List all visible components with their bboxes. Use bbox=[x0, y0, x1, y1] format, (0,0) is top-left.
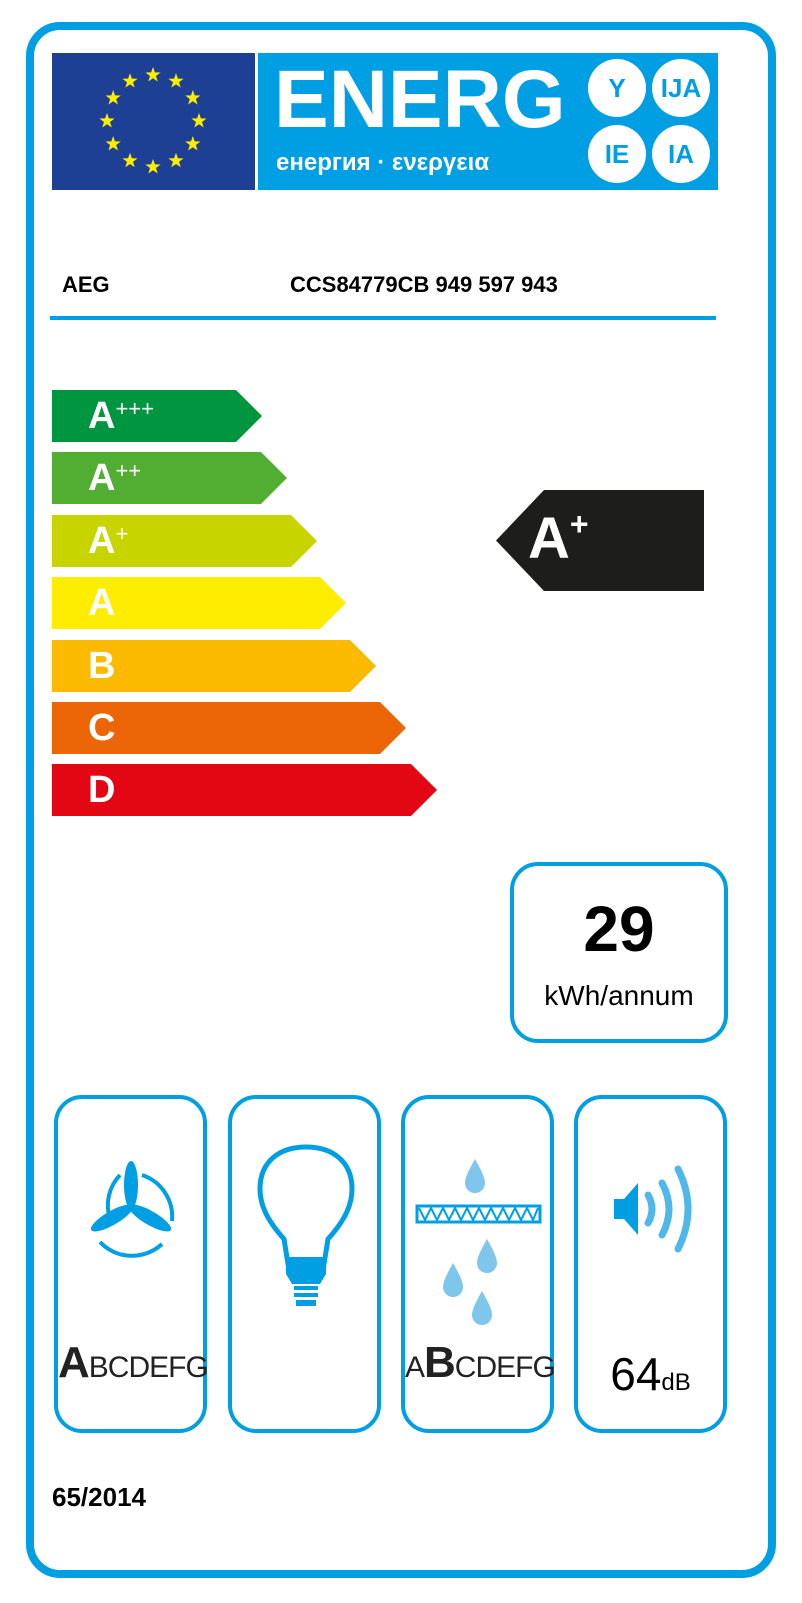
grease-filter-class: ABCDEFG bbox=[405, 1338, 556, 1387]
star-icon bbox=[145, 67, 161, 82]
logo-main: ENERG bbox=[274, 54, 566, 145]
scale-bar: C bbox=[52, 702, 406, 754]
grease-filter-box: ABCDEFG bbox=[401, 1095, 556, 1433]
divider bbox=[50, 316, 716, 320]
star-icon bbox=[99, 113, 115, 128]
star-icon bbox=[168, 73, 184, 88]
lighting-box bbox=[228, 1095, 381, 1433]
scale-bar: B bbox=[52, 639, 376, 692]
grease-filter-icon bbox=[415, 1159, 542, 1325]
logo-sub: енергия · ενεργεια bbox=[276, 149, 490, 176]
language-badge: Y bbox=[588, 59, 646, 117]
fluid-dynamic-box: ABCDEFG bbox=[54, 1095, 209, 1433]
scale-bar: A+ bbox=[52, 514, 317, 567]
star-icon bbox=[105, 90, 121, 105]
language-badge: IJA bbox=[652, 59, 710, 117]
scale-bar-label: A bbox=[88, 582, 116, 625]
label-frame bbox=[26, 22, 776, 1578]
star-icon bbox=[168, 152, 184, 168]
scale-bar: A+++ bbox=[52, 390, 262, 442]
star-icon bbox=[145, 159, 161, 174]
language-badge: IE bbox=[588, 125, 646, 183]
rating-arrow: A+ bbox=[496, 490, 704, 591]
model-id: CCS84779CB 949 597 943 bbox=[290, 272, 558, 297]
fan-icon bbox=[90, 1161, 175, 1258]
star-icon bbox=[185, 136, 201, 151]
eu-flag bbox=[52, 53, 255, 190]
rating-label: A+ bbox=[528, 506, 589, 571]
consumption-box: 29 kWh/annum bbox=[510, 862, 728, 1043]
star-icon bbox=[185, 90, 201, 105]
fluid-dynamic-class: ABCDEFG bbox=[58, 1338, 209, 1387]
regulation-number: 65/2014 bbox=[52, 1482, 146, 1512]
star-icon bbox=[191, 113, 207, 128]
scale-bar-label: A+++ bbox=[88, 395, 154, 437]
consumption-value: 29 bbox=[583, 893, 655, 965]
consumption-unit: kWh/annum bbox=[544, 980, 694, 1011]
scale-bar-label: C bbox=[88, 707, 116, 749]
scale-bar-label: A++ bbox=[88, 457, 142, 500]
scale-bar: A bbox=[52, 577, 346, 630]
scale-bar-label: B bbox=[88, 644, 116, 687]
scale-bar-label: D bbox=[88, 769, 116, 812]
eu-stars-icon bbox=[99, 67, 207, 174]
star-icon bbox=[105, 136, 121, 151]
star-icon bbox=[122, 73, 138, 88]
star-icon bbox=[122, 152, 138, 168]
scale-bar: D bbox=[52, 764, 437, 817]
noise-value: 64dB bbox=[610, 1348, 691, 1400]
energy-banner: ENERG енергия · ενεργεια Y IJA IE IA bbox=[258, 53, 718, 190]
language-badge: IA bbox=[652, 125, 710, 183]
noise-box: 64dB bbox=[574, 1095, 727, 1433]
scale-bar: A++ bbox=[52, 452, 287, 505]
speaker-icon bbox=[614, 1165, 692, 1253]
scale-bar-label: A+ bbox=[88, 519, 129, 562]
light-bulb-icon bbox=[257, 1144, 355, 1306]
brand-name: AEG bbox=[62, 272, 110, 297]
